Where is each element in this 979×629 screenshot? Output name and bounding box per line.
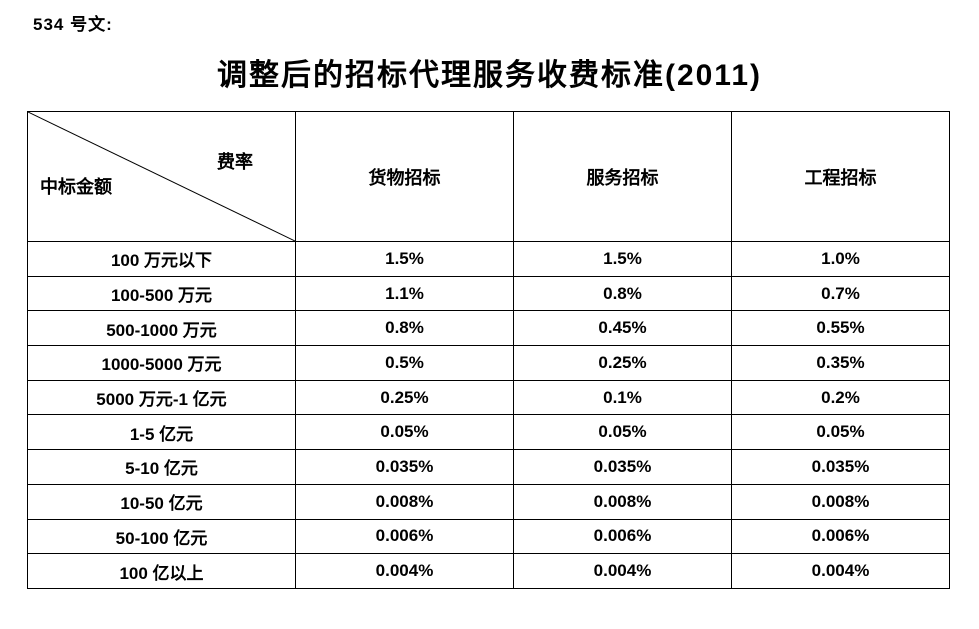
rate-cell-service: 0.035% <box>513 449 732 485</box>
amount-cell: 1-5 亿元 <box>27 414 296 451</box>
corner-header-cell: 费率 中标金额 <box>27 111 296 242</box>
rate-cell-goods: 1.1% <box>295 275 514 312</box>
table-row: 100 亿以上 0.004% 0.004% 0.004% <box>27 553 950 589</box>
table-row: 500-1000 万元 0.8% 0.45% 0.55% <box>27 310 950 347</box>
amount-cell: 500-1000 万元 <box>27 310 296 347</box>
table-row: 5000 万元-1 亿元 0.25% 0.1% 0.2% <box>27 379 950 416</box>
rate-cell-engineering: 0.7% <box>731 275 950 312</box>
rate-cell-engineering: 0.2% <box>731 379 950 416</box>
column-header-service: 服务招标 <box>513 111 732 242</box>
rate-cell-goods: 0.25% <box>295 379 514 416</box>
rate-cell-goods: 0.5% <box>295 345 514 381</box>
amount-cell: 100 万元以下 <box>27 241 296 277</box>
rate-cell-engineering: 0.035% <box>731 449 950 485</box>
rate-cell-service: 0.25% <box>513 345 732 381</box>
table-row: 1-5 亿元 0.05% 0.05% 0.05% <box>27 414 950 451</box>
table-row: 100-500 万元 1.1% 0.8% 0.7% <box>27 275 950 312</box>
rate-cell-service: 0.1% <box>513 379 732 416</box>
rate-cell-goods: 0.004% <box>295 553 514 589</box>
table-header-row: 费率 中标金额 货物招标 服务招标 工程招标 <box>27 111 950 242</box>
rate-cell-engineering: 0.35% <box>731 345 950 381</box>
table-row: 1000-5000 万元 0.5% 0.25% 0.35% <box>27 345 950 381</box>
rate-cell-service: 0.008% <box>513 483 732 520</box>
rate-cell-goods: 0.008% <box>295 483 514 520</box>
rate-cell-service: 0.006% <box>513 518 732 555</box>
rate-cell-engineering: 0.006% <box>731 518 950 555</box>
amount-cell: 10-50 亿元 <box>27 483 296 520</box>
column-header-goods: 货物招标 <box>295 111 514 242</box>
amount-cell: 5000 万元-1 亿元 <box>27 379 296 416</box>
fee-standard-table: 费率 中标金额 货物招标 服务招标 工程招标 100 万元以下 1.5% 1.5… <box>27 111 950 589</box>
rate-cell-engineering: 0.008% <box>731 483 950 520</box>
rate-cell-goods: 1.5% <box>295 241 514 277</box>
rate-cell-engineering: 0.004% <box>731 553 950 589</box>
table-row: 5-10 亿元 0.035% 0.035% 0.035% <box>27 449 950 485</box>
rate-cell-engineering: 1.0% <box>731 241 950 277</box>
rate-cell-service: 0.45% <box>513 310 732 347</box>
rate-cell-engineering: 0.05% <box>731 414 950 451</box>
table-row: 10-50 亿元 0.008% 0.008% 0.008% <box>27 483 950 520</box>
column-header-engineering: 工程招标 <box>731 111 950 242</box>
amount-cell: 5-10 亿元 <box>27 449 296 485</box>
rate-cell-service: 0.8% <box>513 275 732 312</box>
amount-cell: 100-500 万元 <box>27 275 296 312</box>
rate-cell-goods: 0.05% <box>295 414 514 451</box>
table-row: 100 万元以下 1.5% 1.5% 1.0% <box>27 241 950 277</box>
table-row: 50-100 亿元 0.006% 0.006% 0.006% <box>27 518 950 555</box>
amount-cell: 1000-5000 万元 <box>27 345 296 381</box>
rate-cell-service: 1.5% <box>513 241 732 277</box>
amount-cell: 100 亿以上 <box>27 553 296 589</box>
rate-cell-goods: 0.006% <box>295 518 514 555</box>
corner-label-rate: 费率 <box>217 152 253 172</box>
rate-cell-goods: 0.035% <box>295 449 514 485</box>
corner-label-amount: 中标金额 <box>40 177 112 197</box>
diagonal-divider-line <box>28 112 295 241</box>
page-title: 调整后的招标代理服务收费标准(2011) <box>216 59 763 92</box>
rate-cell-engineering: 0.55% <box>731 310 950 347</box>
document-reference: 534 号文: <box>33 15 113 34</box>
amount-cell: 50-100 亿元 <box>27 518 296 555</box>
rate-cell-service: 0.05% <box>513 414 732 451</box>
rate-cell-service: 0.004% <box>513 553 732 589</box>
rate-cell-goods: 0.8% <box>295 310 514 347</box>
